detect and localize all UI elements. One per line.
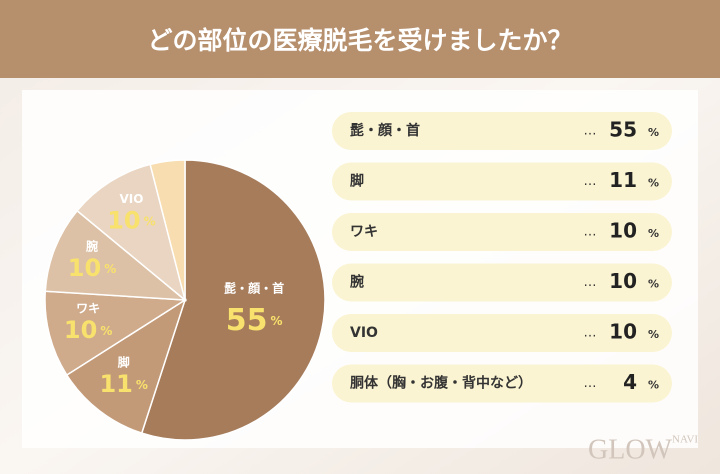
slice-value: 10 <box>64 316 97 344</box>
slice-unit: % <box>136 378 148 392</box>
slice-value: 55 <box>226 302 268 337</box>
slice-unit: % <box>270 313 282 327</box>
list-value: 4 <box>623 370 637 394</box>
list-row <box>332 364 672 403</box>
list-category: 髭・顔・首 <box>350 122 420 139</box>
slice-unit: % <box>144 214 156 228</box>
list-value: 10 <box>609 219 637 243</box>
pie-slice <box>65 298 187 435</box>
list-separator: … <box>584 275 597 290</box>
list-value: 55 <box>609 118 637 142</box>
pie-slice <box>44 209 188 301</box>
list-row <box>332 162 672 201</box>
list-unit: % <box>648 278 659 291</box>
list-category: 脚 <box>350 174 364 190</box>
slice-category: 髭・顔・首 <box>224 280 284 295</box>
list-unit: % <box>648 227 659 240</box>
slice-category: VIO <box>119 192 143 206</box>
slice-category: ワキ <box>76 301 100 315</box>
list-category: 腕 <box>350 274 364 291</box>
list-unit: % <box>648 126 659 139</box>
pie-slice <box>44 290 188 377</box>
list-unit: % <box>648 177 659 190</box>
list-unit: % <box>648 328 659 341</box>
list-value: 11 <box>609 168 637 192</box>
slice-label: 10% <box>64 316 112 344</box>
slice-unit: % <box>100 323 112 337</box>
pie-slice <box>149 159 186 301</box>
slice-label: 10% <box>107 207 155 235</box>
brand-logo: GLOW <box>588 434 673 465</box>
list-category: VIO <box>350 325 378 341</box>
list-category: 胴体（胸・お腹・背中など） <box>350 375 532 392</box>
list-separator: … <box>584 124 597 139</box>
slice-category: 腕 <box>85 239 98 254</box>
pie-slice <box>76 163 187 303</box>
list-row <box>332 213 672 251</box>
list-unit: % <box>648 379 659 392</box>
slice-value: 11 <box>99 370 132 398</box>
list-row <box>332 263 672 302</box>
list-row <box>332 314 672 352</box>
legend-list: 髭・顔・首 … 55 % 脚 … 11 % ワキ … 10 % 腕 … 10 % VIO … 10 % 胴体（胸・お腹・… <box>332 112 672 403</box>
slice-value: 10 <box>68 254 101 282</box>
chart-title: どの部位の医療脱毛を受けましたか？ <box>147 26 572 55</box>
list-separator: … <box>584 225 597 240</box>
header-band <box>0 0 720 78</box>
slice-label: 10% <box>68 254 116 282</box>
list-separator: … <box>584 376 597 391</box>
pie-slice <box>140 159 326 441</box>
slice-label: 11% <box>99 370 147 398</box>
list-row <box>332 112 672 150</box>
slice-category: 脚 <box>118 355 130 370</box>
list-separator: … <box>584 326 597 341</box>
list-separator: … <box>584 174 597 189</box>
list-value: 10 <box>609 320 637 344</box>
slice-label: 55% <box>226 302 283 337</box>
brand-sub: NAVI <box>672 434 698 446</box>
slice-value: 10 <box>107 207 140 235</box>
slice-unit: % <box>104 262 116 276</box>
list-category: ワキ <box>350 224 378 240</box>
list-value: 10 <box>609 269 637 293</box>
